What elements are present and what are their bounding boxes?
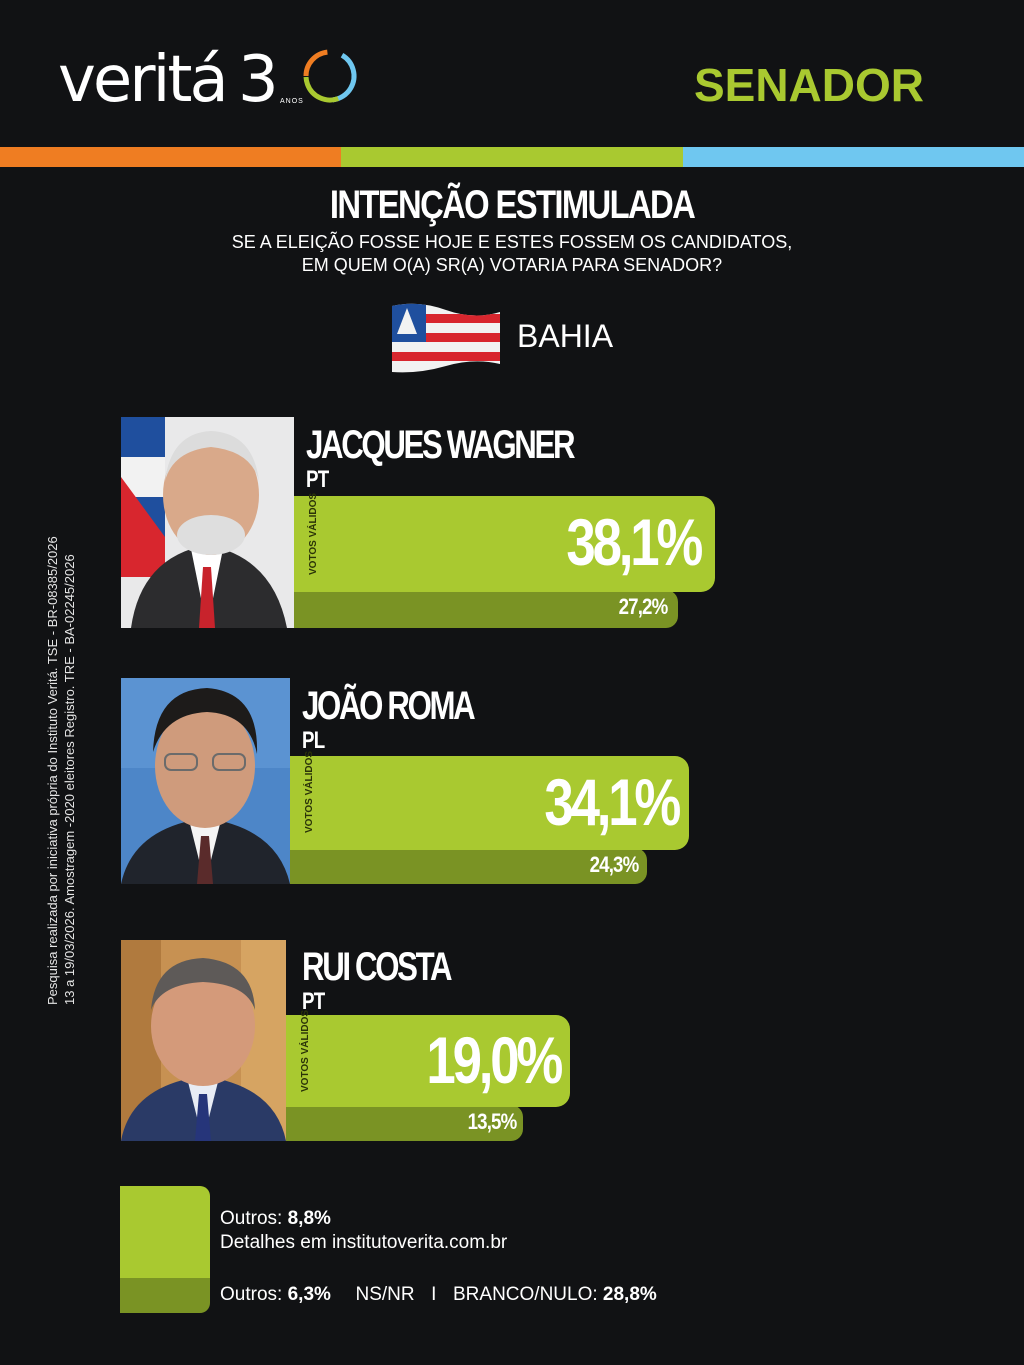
data-label-valid: 34,1%	[544, 765, 681, 839]
candidate-party: PT	[302, 988, 325, 1015]
candidate-photo-joao-roma	[121, 678, 290, 884]
stripe-green	[341, 147, 683, 167]
methodology-note: Pesquisa realizada por iniciativa própri…	[44, 485, 78, 1005]
color-stripes	[0, 147, 1024, 167]
outros-valid-label: Outros:	[220, 1208, 283, 1229]
details-link-text: Detalhes em institutoverita.com.br	[220, 1232, 508, 1253]
bar-series-label: VOTOS VÁLIDOS	[308, 492, 319, 575]
question-line-2: EM QUEM O(A) SR(A) VOTARIA PARA SENADOR?	[301, 255, 723, 275]
outros-valid-value: 8,8%	[287, 1208, 331, 1229]
data-label-total: 24,3%	[589, 852, 639, 877]
bahia-flag-icon	[392, 303, 500, 373]
bar-series-label: VOTOS VÁLIDOS	[304, 750, 315, 833]
bar-total	[286, 1105, 523, 1141]
bar-total	[290, 848, 647, 884]
state-label: BAHIA	[517, 318, 614, 354]
branco-nulo-label: BRANCO/NULO:	[453, 1284, 598, 1305]
nsnr-label: NS/NR	[355, 1284, 415, 1305]
logo-anos: ANOS	[280, 98, 304, 105]
logo-number: 3	[238, 43, 279, 117]
bar-valid-votes	[290, 756, 689, 850]
candidate-party: PT	[306, 466, 329, 493]
candidate-name: JACQUES WAGNER	[306, 423, 575, 467]
candidate-name: JOÃO ROMA	[302, 684, 476, 728]
legend-swatch-valid	[120, 1186, 210, 1278]
bar-series-label: VOTOS VÁLIDOS	[300, 1009, 311, 1092]
bar-total	[294, 590, 678, 628]
data-label-valid: 38,1%	[566, 505, 703, 579]
data-label-valid: 19,0%	[426, 1023, 563, 1097]
bar-valid-votes	[286, 1015, 570, 1107]
candidate-photo-jacques-wagner	[121, 417, 294, 628]
legend-swatch	[120, 1186, 210, 1313]
legend-swatch-total	[120, 1278, 210, 1313]
question-line-1: SE A ELEIÇÃO FOSSE HOJE E ESTES FOSSEM O…	[231, 232, 793, 252]
outros-valid: Outros: 8,8%	[220, 1208, 331, 1230]
outros-total-value: 6,3%	[287, 1284, 331, 1305]
branco-nulo-value: 28,8%	[602, 1284, 657, 1305]
data-label-total: 13,5%	[467, 1109, 517, 1134]
bar-valid-votes	[294, 496, 715, 592]
stripe-orange	[0, 147, 342, 167]
logo-wordmark: veritá	[58, 43, 229, 117]
logo-30-icon	[303, 49, 357, 103]
office-label: SENADOR	[693, 59, 924, 111]
footer-totals: Outros: 6,3% NS/NR I BRANCO/NULO: 28,8%	[220, 1284, 657, 1306]
verita-logo: veritá ANOS 3	[58, 38, 358, 118]
candidate-party: PL	[302, 727, 325, 754]
outros-total-label: Outros:	[220, 1284, 283, 1305]
separator: I	[431, 1284, 437, 1305]
chart-title: INTENÇÃO ESTIMULADA	[329, 183, 696, 227]
candidate-photo-rui-costa	[121, 940, 286, 1141]
stripe-blue	[682, 147, 1024, 167]
candidate-name: RUI COSTA	[302, 945, 453, 989]
data-label-total: 27,2%	[618, 594, 668, 619]
methodology-line-1: Pesquisa realizada por iniciativa própri…	[45, 536, 60, 1005]
methodology-line-2: 13 a 19/03/2026. Amostragem -2020 eleito…	[62, 554, 77, 1005]
